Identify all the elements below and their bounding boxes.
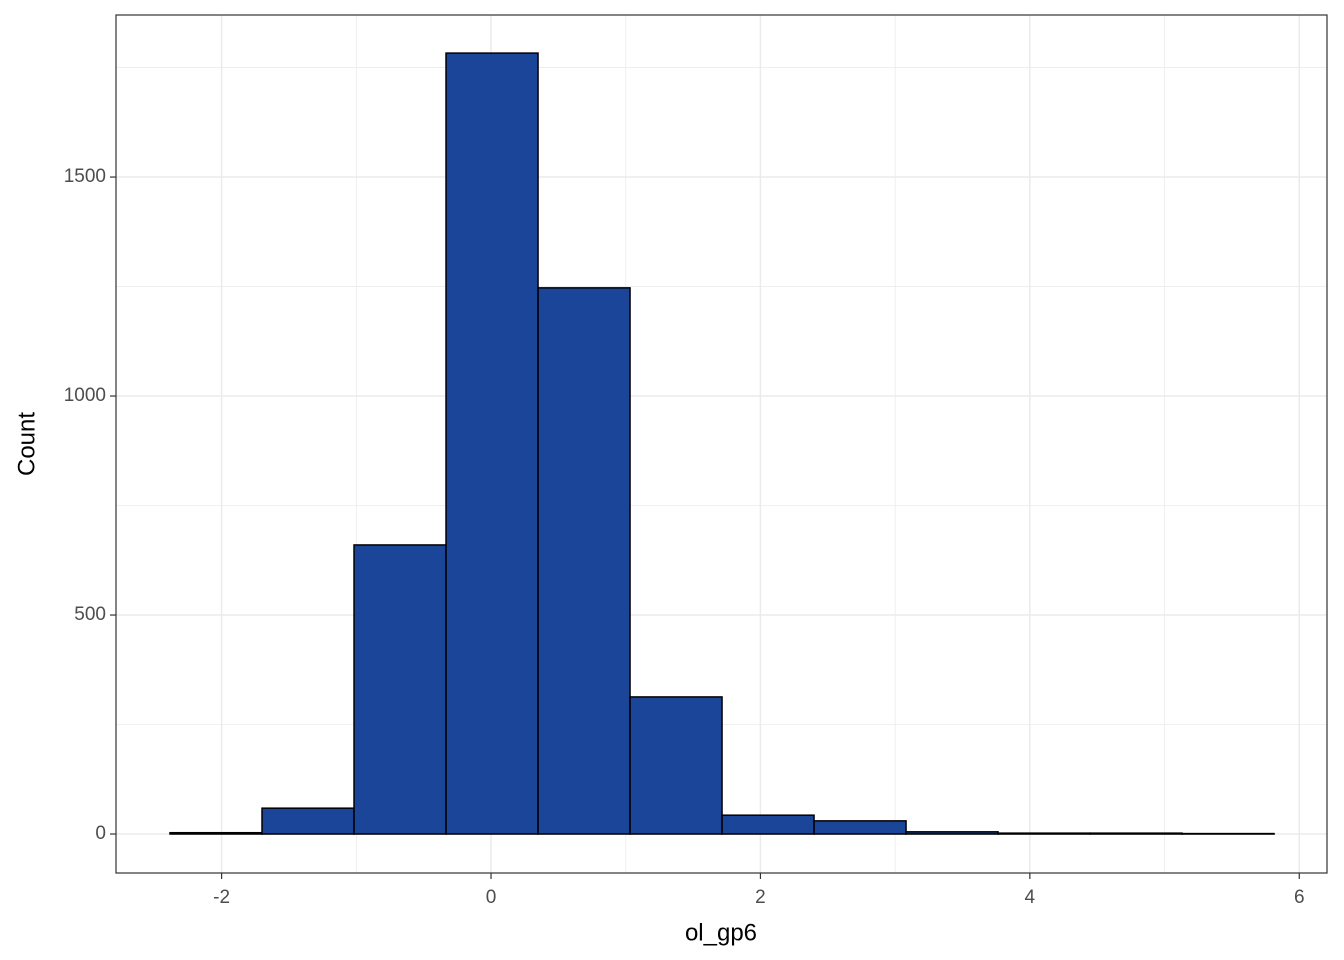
bar	[537, 287, 631, 835]
bar	[445, 52, 539, 835]
y-axis-title: Count	[13, 412, 40, 476]
x-tick-label: 4	[1025, 887, 1036, 908]
bar	[905, 831, 999, 835]
bar	[721, 814, 815, 835]
x-axis-title: ol_gp6	[685, 919, 757, 946]
panel-border	[115, 14, 1328, 874]
bar	[813, 820, 907, 835]
x-tick-label: -2	[213, 887, 230, 908]
bar	[353, 544, 447, 835]
bar	[1089, 832, 1183, 835]
bar	[629, 696, 723, 835]
x-tick-label: 2	[755, 887, 766, 908]
x-tick-label: 6	[1294, 887, 1305, 908]
y-tick-label: 500	[74, 604, 106, 625]
y-tick-label: 0	[95, 823, 106, 844]
bar	[169, 831, 263, 835]
y-tick-label: 1500	[64, 166, 106, 187]
y-tick-label: 1000	[64, 385, 106, 406]
x-tick-label: 0	[486, 887, 497, 908]
bar	[261, 807, 355, 835]
bar	[997, 832, 1091, 835]
